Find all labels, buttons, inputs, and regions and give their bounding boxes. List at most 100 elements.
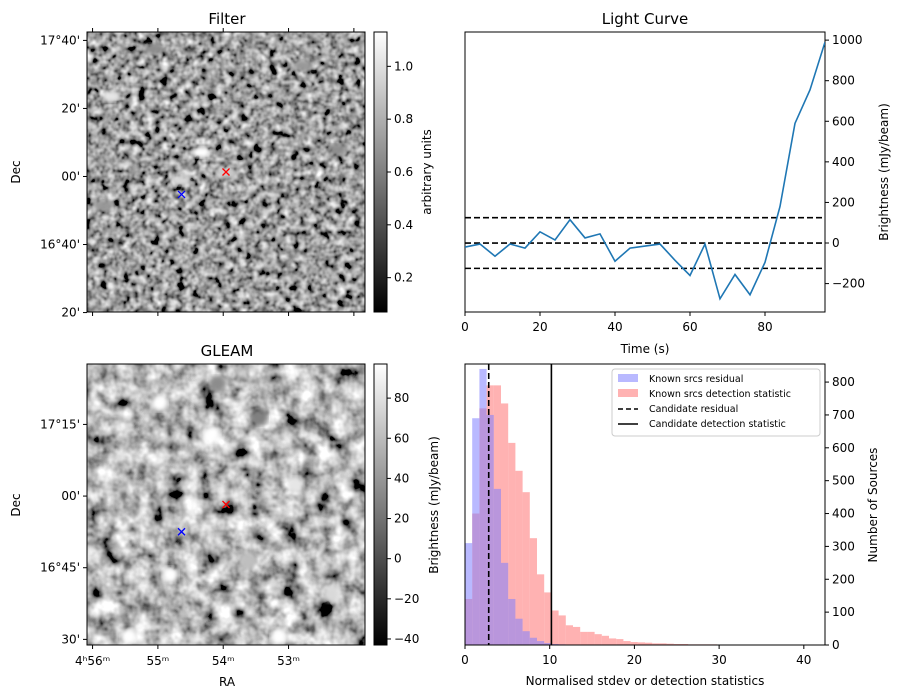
hist-bar-s1-9 [529, 538, 537, 645]
filter-y-label: Dec [9, 160, 23, 183]
x-tick-label-2: 40 [607, 320, 622, 334]
hist-bar-s1-18 [594, 634, 602, 645]
y-tick-label-0: 0 [832, 638, 840, 652]
candidate-marker-0 [222, 500, 230, 509]
legend-label-detection: Known srcs detection statistic [649, 389, 791, 400]
light-curve-series [465, 41, 825, 301]
hist-bar-s1-10 [537, 574, 545, 645]
hist-bar-s0-11 [544, 643, 552, 645]
hist-bar-s0-0 [465, 543, 473, 645]
source-blob-6 [144, 43, 164, 55]
source-blob-5 [94, 200, 114, 212]
filter-colorbar [373, 31, 388, 313]
legend-swatch-detection [618, 389, 638, 397]
source-blob-2 [162, 566, 179, 583]
source-blob-6 [240, 552, 257, 569]
hist-bar-s1-7 [515, 470, 523, 645]
hist-bar-s1-20 [609, 638, 617, 645]
source-blob-5 [287, 476, 304, 493]
colorbar-tick-label-4: 1.0 [394, 59, 413, 73]
y-tick-label-1: 0 [832, 236, 840, 250]
colorbar-tick-label-2: 0.6 [394, 165, 413, 179]
y-tick-label-4: 400 [832, 507, 855, 521]
colorbar-tick-label-3: 20 [394, 512, 409, 526]
candidate-marker-0 [222, 168, 230, 176]
hist-bar-s1-21 [616, 639, 624, 645]
ra-tick-label-0: 4ʰ56ᵐ [75, 654, 110, 668]
light-curve-panel: Light Curve 0 20 40 60 80 −200 0 200 400 600 800 10… [461, 10, 891, 356]
hist-bar-s1-19 [601, 635, 609, 645]
colorbar-tick-label-0: 0.2 [394, 271, 413, 285]
source-blob-7 [323, 586, 340, 603]
gleam-panel: GLEAM 17°15' 00' 16°45' 30' 4ʰ56ᵐ 55ᵐ 54ᵐ 53ᵐ D… [9, 342, 441, 689]
colorbar-tick-label-6: 80 [394, 391, 409, 405]
y-tick-label-6: 600 [832, 441, 855, 455]
light-curve-x-label: Time (s) [620, 342, 670, 356]
hist-bar-s0-9 [529, 637, 537, 645]
hist-bar-s1-11 [544, 592, 552, 645]
dec-tick-label-0: 17°40' [40, 33, 80, 47]
candidate-marker-1 [177, 190, 186, 199]
x-tick-label-0: 0 [461, 320, 469, 334]
colorbar-tick-label-2: 0 [394, 552, 402, 566]
ra-tick-label-1: 55ᵐ [147, 654, 170, 668]
light-curve-y-label: Brightness (mJy/beam) [877, 103, 891, 241]
dec-tick-label-3: 30' [61, 632, 80, 646]
dec-tick-label-1: 20' [61, 101, 80, 115]
hist-bar-s1-28 [666, 643, 674, 645]
source-blob-4 [270, 628, 287, 645]
legend-label-candidate-residual: Candidate residual [649, 404, 738, 415]
source-blob-2 [171, 175, 192, 186]
legend-label-residual: Known srcs residual [649, 374, 743, 385]
gleam-markers [177, 500, 230, 536]
y-tick-label-3: 400 [832, 155, 855, 169]
hist-bar-s1-16 [580, 631, 588, 645]
dec-tick-label-3: 16°40' [40, 238, 80, 252]
gleam-x-label: RA [219, 675, 236, 689]
source-blob-0 [102, 91, 122, 102]
hist-bar-s1-23 [630, 642, 638, 645]
filter-colorbar-label: arbitrary units [420, 129, 434, 215]
hist-bar-s0-2 [479, 368, 487, 645]
gleam-colorbar [373, 363, 388, 646]
hist-bar-s1-8 [522, 492, 530, 645]
dec-tick-label-2: 00' [61, 169, 80, 183]
colorbar-tick-label-3: 0.8 [394, 112, 413, 126]
source-blob-7 [327, 144, 347, 156]
legend-swatch-residual [618, 374, 638, 382]
y-tick-label-4: 600 [832, 114, 855, 128]
light-curve-title: Light Curve [602, 10, 688, 28]
hist-bar-s0-6 [508, 598, 516, 645]
hist-bar-s1-22 [623, 641, 631, 645]
colorbar-tick-label-0: −40 [394, 632, 419, 646]
colorbar-tick-label-1: 0.4 [394, 218, 413, 232]
hist-bar-s1-6 [508, 442, 516, 645]
x-tick-label-3: 60 [682, 320, 697, 334]
hist-bar-s1-24 [637, 642, 645, 645]
x-tick-label-1: 20 [532, 320, 547, 334]
gleam-ticks: 17°15' 00' 16°45' 30' 4ʰ56ᵐ 55ᵐ 54ᵐ 53ᵐ [40, 417, 300, 668]
dec-tick-label-0: 17°15' [40, 417, 80, 431]
light-curve-ticks: 0 20 40 60 80 −200 0 200 400 600 800 1000 [461, 33, 865, 334]
source-blob-9 [251, 409, 268, 426]
histogram-y-label: Number of Sources [866, 448, 880, 563]
histogram-candidate-lines [487, 364, 553, 645]
y-tick-label-2: 200 [832, 572, 855, 586]
filter-panel: Filter 17°40'20'00'16°40'20' Dec 0.20.40… [9, 10, 434, 320]
gleam-colorbar-label: Brightness (mJy/beam) [427, 436, 441, 574]
hist-bar-s0-7 [515, 618, 523, 645]
hist-bar-s1-17 [587, 631, 595, 645]
x-tick-label-2: 20 [627, 653, 642, 667]
y-tick-label-7: 700 [832, 408, 855, 422]
hist-bar-s0-8 [522, 631, 530, 645]
hist-bar-s0-5 [501, 562, 509, 645]
source-blob-1 [191, 147, 211, 158]
filter-colorbar-ticks: 0.2 0.4 0.6 0.8 1.0 [387, 59, 413, 285]
hist-bar-s0-3 [486, 414, 494, 645]
hist-bar-s0-4 [493, 488, 501, 645]
hist-bar-s1-15 [573, 626, 581, 645]
candidate-marker-1 [177, 527, 186, 536]
histogram-x-label: Normalised stdev or detection statistics [526, 674, 765, 688]
